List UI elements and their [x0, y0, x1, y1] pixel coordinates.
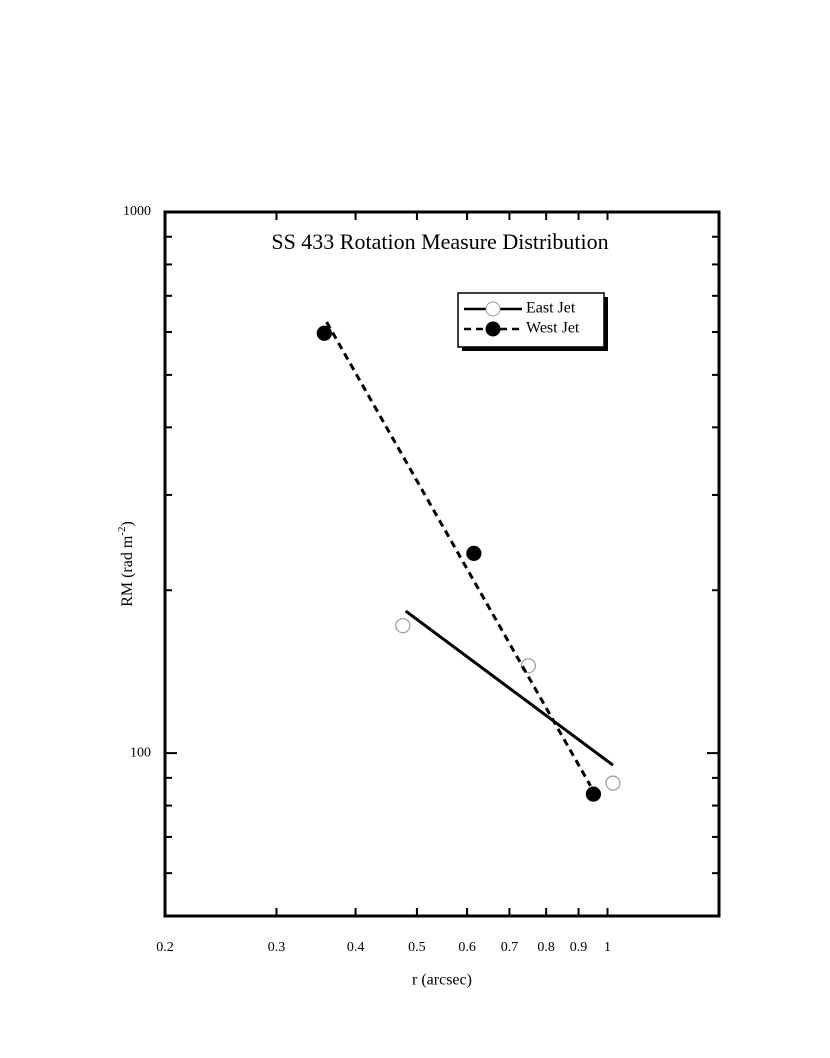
x-tick-label: 0.8: [537, 940, 555, 955]
x-axis-label: r (arcsec): [412, 972, 472, 989]
y-label-end: ): [119, 521, 136, 526]
x-tick-label: 0.4: [347, 940, 365, 955]
x-tick-label: 0.7: [501, 940, 519, 955]
x-tick-label: 0.5: [408, 940, 426, 955]
y-tick-label: 100: [130, 745, 151, 760]
legend-box: [457, 292, 605, 348]
y-label-sup: -2: [116, 527, 128, 536]
x-tick-label: 1: [604, 940, 611, 955]
x-tick-label: 0.9: [570, 940, 588, 955]
x-tick-label: 0.2: [156, 940, 174, 955]
legend-marker: [485, 301, 501, 317]
x-tick-label: 0.3: [268, 940, 286, 955]
y-axis-label: RM (rad m-2): [116, 521, 136, 607]
legend-label: East Jet: [526, 300, 576, 317]
y-label-main: RM (rad m: [119, 535, 136, 607]
x-tick-label: 0.6: [458, 940, 476, 955]
legend-label: West Jet: [526, 320, 580, 337]
data-point: [466, 545, 482, 561]
plot-frame: [163, 210, 721, 918]
data-point: [316, 325, 332, 341]
data-point: [605, 775, 621, 791]
y-tick-label: 1000: [123, 204, 151, 219]
data-point: [395, 618, 411, 634]
data-point: [585, 786, 602, 802]
chart-title: SS 433 Rotation Measure Distribution: [271, 229, 608, 254]
fit-line: [325, 321, 592, 787]
legend-marker: [485, 321, 501, 337]
fit-line: [404, 609, 614, 767]
